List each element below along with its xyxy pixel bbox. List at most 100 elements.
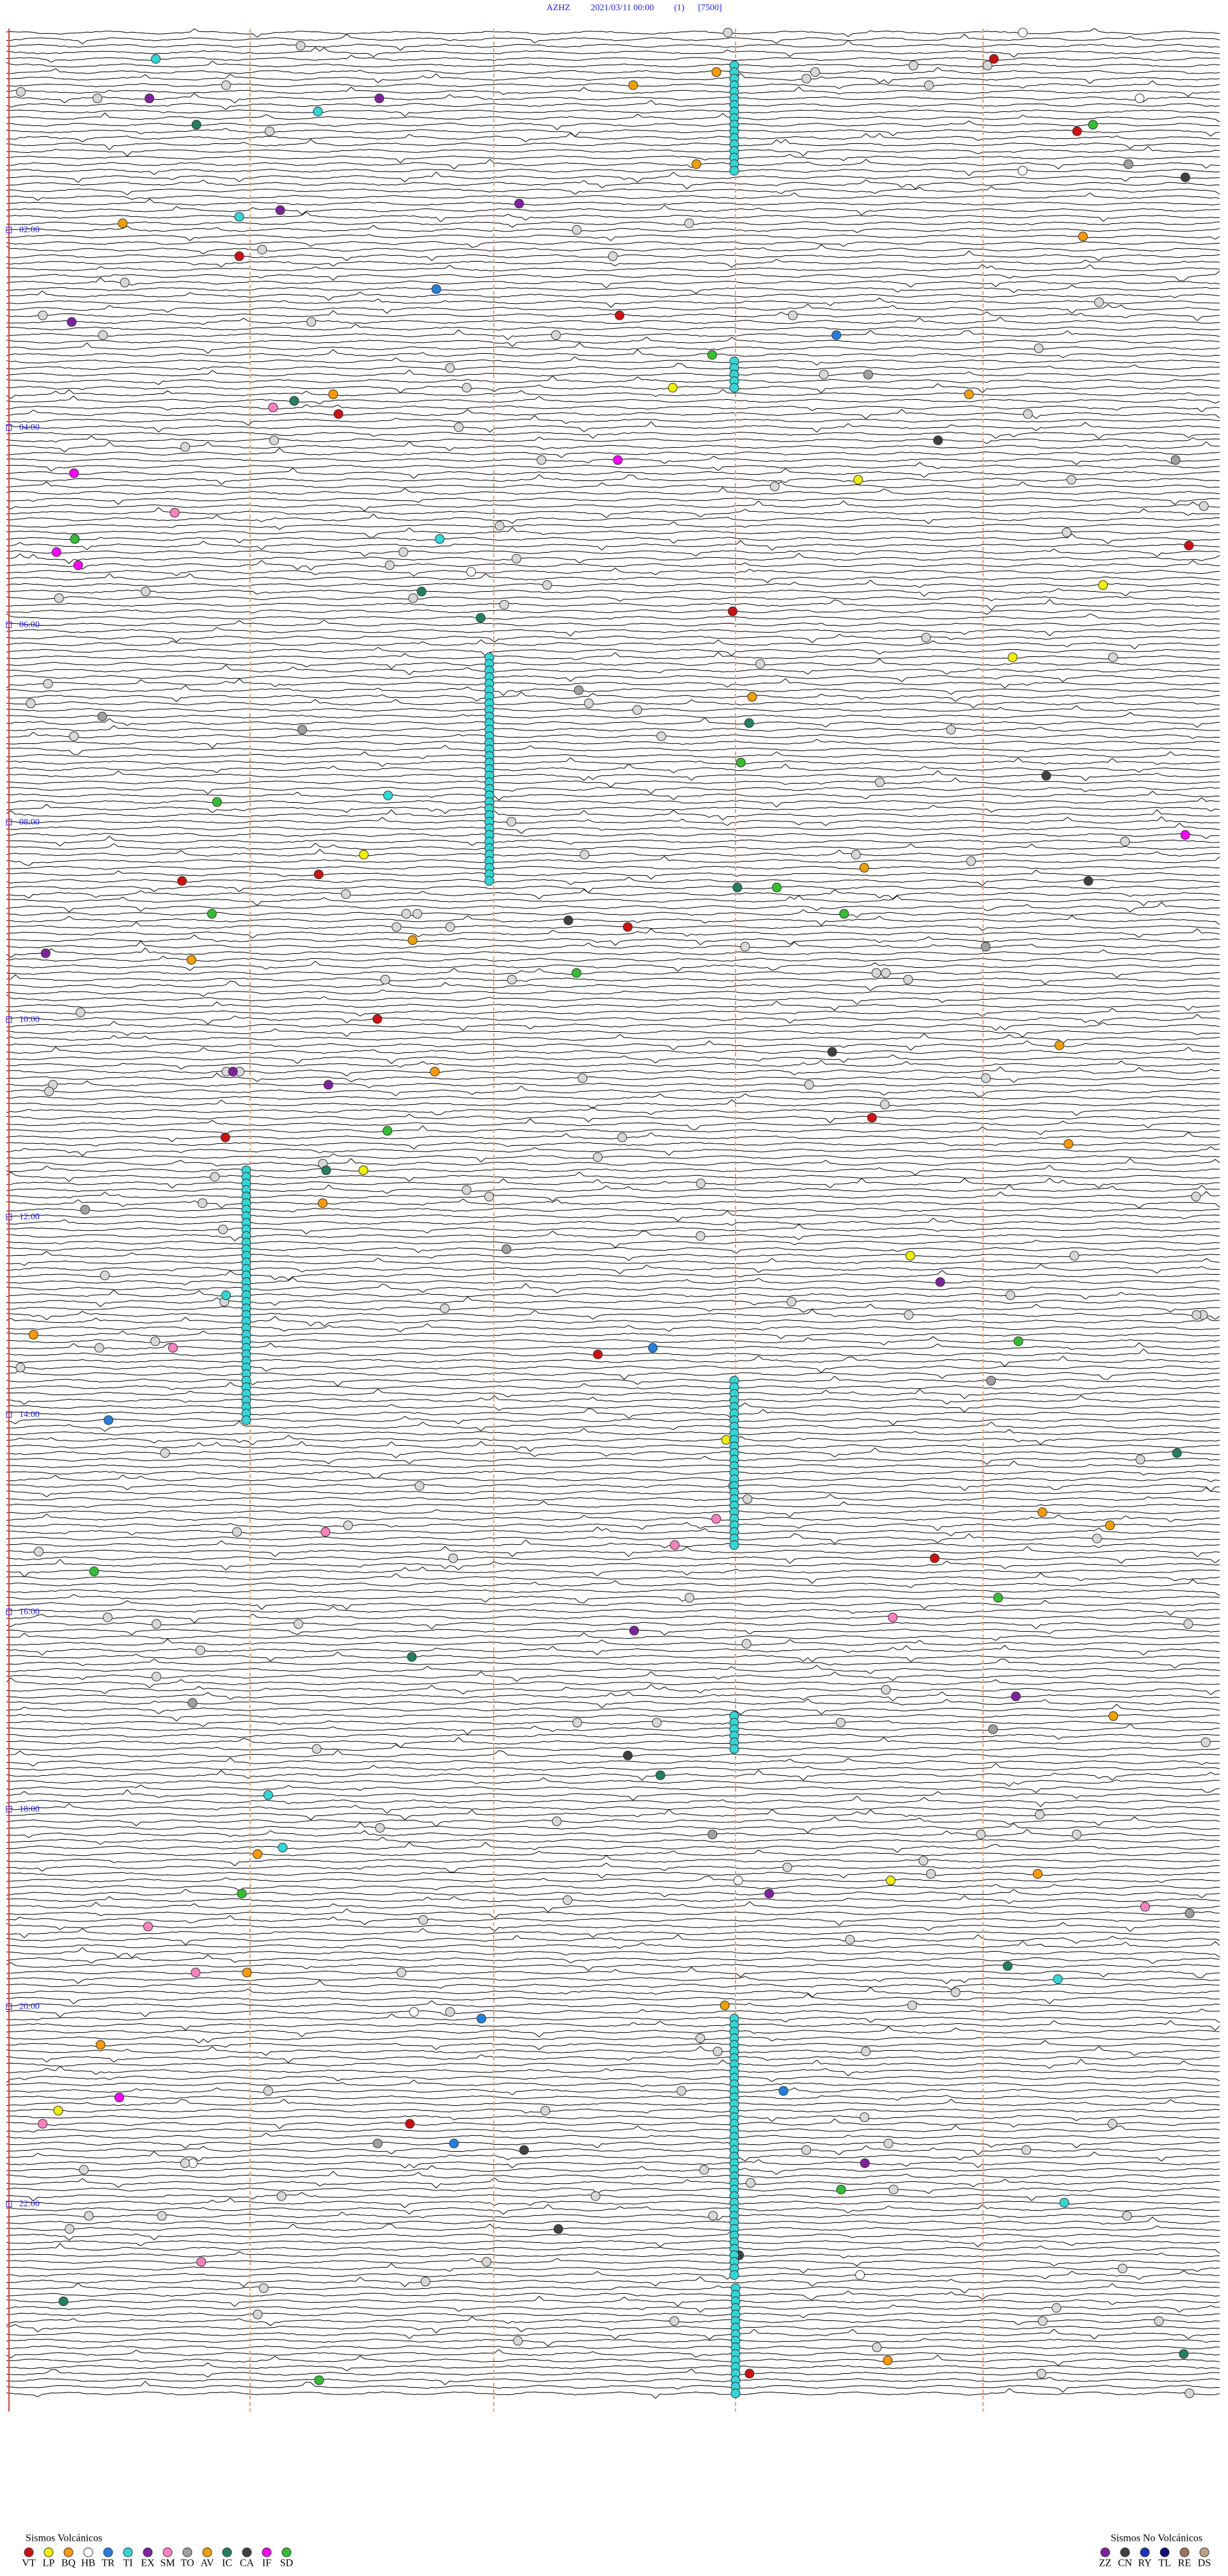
event-marker [729,166,739,176]
trace [6,856,1220,866]
event-marker [696,1178,706,1189]
event-marker [859,863,869,873]
event-marker [418,1915,429,1925]
event-marker [1184,541,1194,551]
event-marker [1037,1507,1048,1517]
legend-swatch [1179,2547,1190,2557]
trace [6,277,1220,288]
trace [6,1737,1220,1748]
trace [6,1474,1220,1482]
event-marker [242,1968,252,1978]
event-marker [1179,2349,1189,2359]
legend-title: Sismos No Volcánicos [1111,2533,1202,2544]
trace [6,112,1220,123]
trace [6,1309,1220,1320]
event-marker [729,383,739,393]
trace [6,2345,1220,2350]
event-marker [778,2086,789,2096]
trace [6,1171,1220,1182]
event-marker [1072,126,1082,136]
trace [6,1940,1220,1949]
event-marker [632,705,642,715]
event-marker [571,968,581,978]
trace [6,717,1220,728]
trace [6,297,1220,308]
trace [6,2151,1220,2162]
event-marker [613,455,623,465]
trace [6,533,1220,544]
event-marker [988,1724,998,1734]
event-marker [1094,297,1104,307]
event-marker [475,613,485,623]
trace [6,171,1220,183]
event-marker [420,2277,430,2287]
event-marker [295,41,306,51]
event-marker [38,310,48,320]
scale: [7500] [698,3,721,13]
trace [6,1224,1220,1235]
trace [6,1421,1220,1432]
trace [6,1118,1220,1130]
event-marker [232,1527,242,1537]
event-marker [397,1968,407,1978]
event-marker [1170,455,1181,465]
legend-swatch [281,2547,292,2557]
trace [6,1632,1220,1641]
event-marker [1105,1521,1115,1531]
event-marker [804,1080,814,1090]
trace [6,2316,1220,2327]
trace [6,497,1220,505]
event-marker [445,922,455,932]
event-marker [53,2105,63,2115]
trace [6,1086,1220,1097]
trace [6,613,1220,620]
event-marker [462,383,472,393]
event-marker [234,212,244,222]
trace [6,1177,1220,1189]
legend-swatch [242,2547,252,2557]
event-marker [966,856,976,866]
trace [6,1054,1220,1064]
trace [6,823,1220,834]
trace [6,1803,1220,1814]
trace [6,154,1220,164]
trace [6,1606,1220,1616]
event-marker [929,1553,940,1563]
event-marker [1037,2316,1048,2326]
trace [6,2026,1220,2038]
trace [6,560,1220,571]
event-marker [695,2033,705,2043]
trace [6,1435,1220,1446]
trace [6,2243,1220,2254]
event-marker [935,1277,945,1287]
trace [6,940,1220,949]
trace [6,127,1220,138]
legend-title: Sismos Volcánicos [26,2533,102,2544]
event-marker [1183,1619,1193,1629]
trace [6,1342,1220,1350]
event-marker [507,817,517,827]
trace [6,553,1220,564]
trace [6,2204,1220,2215]
trace [6,1980,1220,1991]
trace [6,675,1220,683]
event-marker [732,882,743,892]
event-marker [903,974,913,984]
trace [6,770,1220,782]
trace [6,1593,1220,1604]
trace [6,221,1220,228]
trace [6,2046,1220,2056]
trace [6,1066,1220,1077]
event-marker [434,534,445,544]
trace [6,481,1220,489]
event-marker [1107,2119,1117,2129]
event-marker [886,1876,896,1886]
hour-label: 22:00 [19,2199,40,2209]
trace [6,2197,1220,2208]
event-marker [94,1343,104,1353]
trace [6,1901,1220,1913]
event-marker [198,1198,208,1208]
trace [6,2170,1220,2179]
event-marker [320,1527,331,1537]
legend-code: CA [240,2558,255,2569]
